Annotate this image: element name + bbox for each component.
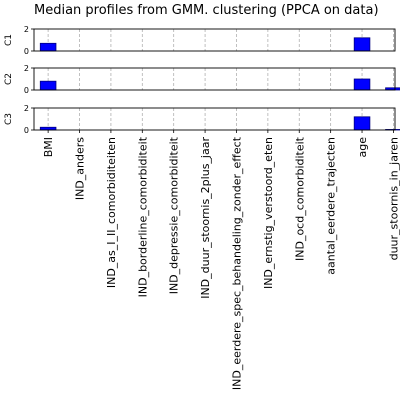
- panel-label: C2: [4, 73, 14, 85]
- x-tick-label: IND_duur_stoornis_2plus_jaar: [199, 137, 212, 299]
- x-tick-label: IND_ocd_comorbiditeit: [293, 136, 306, 261]
- x-tick-label: IND_depressie_comorbiditeit: [168, 136, 181, 294]
- chart-title: Median profiles from GMM. clustering (PP…: [34, 3, 379, 18]
- x-tick-label: IND_ernstig_verstoord_eten: [262, 137, 275, 289]
- bar: [39, 80, 57, 91]
- y-tick-label: 2: [24, 104, 29, 113]
- x-tick-label: aantal_eerdere_trajecten: [325, 137, 338, 275]
- panel-label: C1: [4, 34, 14, 46]
- y-tick-label: 0: [24, 47, 29, 56]
- panel-c3: 0 2 C3: [4, 104, 400, 135]
- bar: [353, 37, 371, 52]
- x-tick-label: BMI: [42, 137, 55, 157]
- y-tick-label: 2: [24, 25, 29, 34]
- y-tick-label: 2: [24, 64, 29, 73]
- x-tick-label: IND_eerdere_spec_behandeling_zonder_effe…: [230, 136, 243, 390]
- x-tick-label: IND_anders: [74, 137, 87, 200]
- bar: [353, 116, 371, 131]
- panel-frame: [33, 107, 396, 131]
- x-tick-label: duur_stoornis_in_jaren: [387, 137, 400, 260]
- y-tick-label: 0: [24, 126, 29, 135]
- panel-frame: [33, 67, 396, 91]
- x-tick-label: IND_borderline_comorbiditeit: [136, 136, 149, 297]
- panel-frame: [33, 28, 396, 52]
- panels: 0 2 C1 0 2 C2 0 2 C3: [4, 25, 400, 135]
- panel-c1: 0 2 C1: [4, 25, 396, 56]
- bar: [353, 78, 371, 91]
- bar: [39, 42, 57, 52]
- y-tick-label: 0: [24, 86, 29, 95]
- panel-c2: 0 2 C2: [4, 64, 400, 95]
- x-tick-label: IND_as_I_II_comorbiditeiten: [105, 137, 118, 288]
- x-tick-label: age: [356, 137, 369, 158]
- panel-label: C3: [4, 113, 14, 125]
- x-tick-labels: BMI IND_anders IND_as_I_II_comorbiditeiten…: [42, 130, 400, 390]
